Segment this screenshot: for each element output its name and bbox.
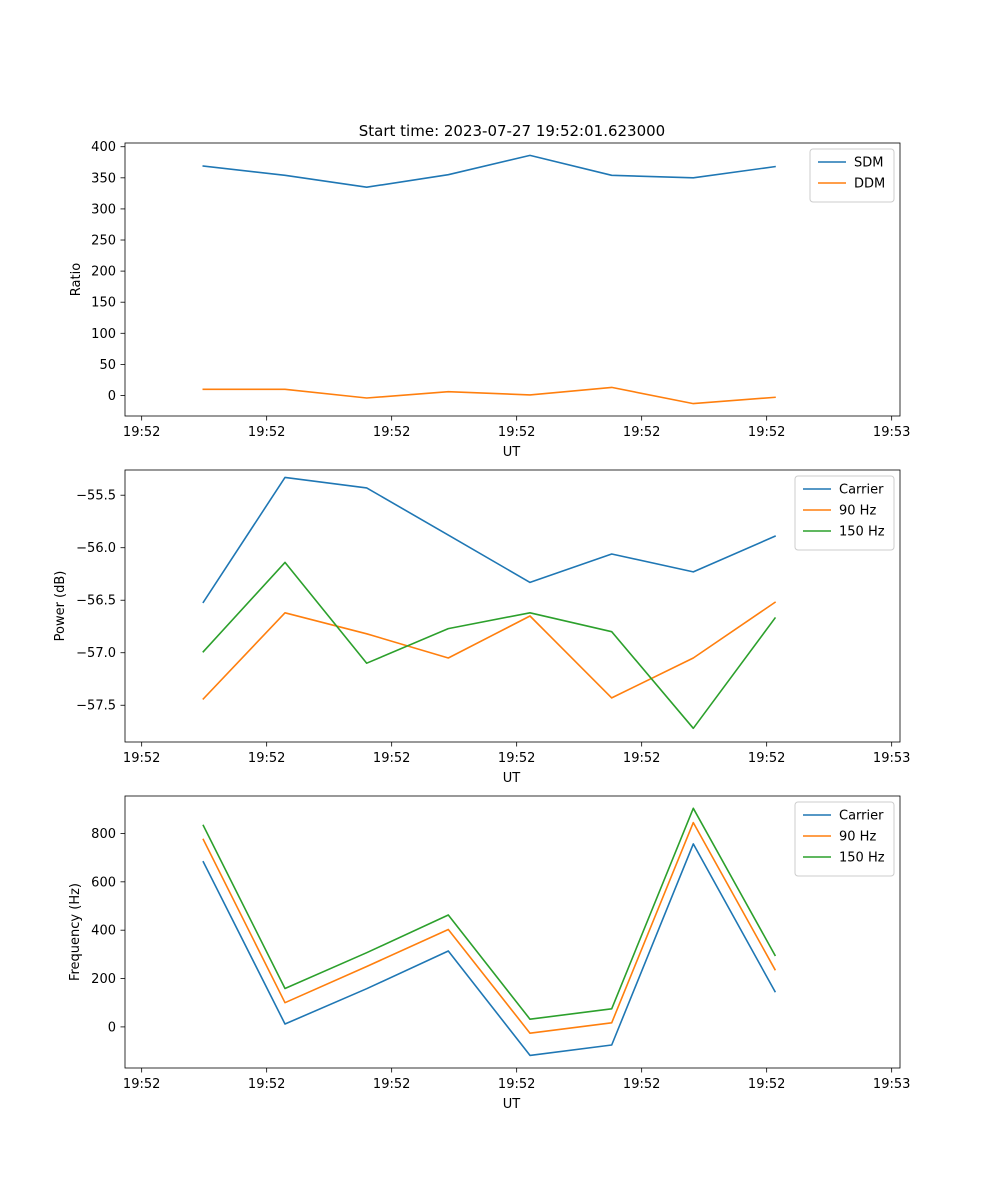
y-axis-label: Ratio (69, 263, 84, 296)
y-axis: −57.5 −57.0 −56.5 −56.0 −55.5 Power (dB) (53, 489, 125, 714)
x-axis-label: UT (503, 445, 521, 460)
axes-frame (124, 142, 901, 417)
legend-label: DDM (854, 177, 885, 192)
y-tick-label: −55.5 (76, 489, 116, 504)
y-axis-label: Frequency (Hz) (68, 883, 83, 981)
subplot-1: 19:52 19:52 19:52 19:52 19:52 19:52 19:53 UT 0 50… (69, 140, 910, 460)
subplot-3: 19:52 19:52 19:52 19:52 19:52 19:52 19:53 UT 0 20… (68, 795, 910, 1112)
x-tick-label: 19:52 (373, 751, 410, 766)
y-tick-label: 200 (91, 972, 116, 987)
legend-label: 90 Hz (839, 504, 876, 519)
y-tick-label: 0 (108, 389, 116, 404)
series-line-90-hz (202, 601, 777, 701)
legend-label: SDM (854, 156, 883, 171)
x-tick-label: 19:52 (123, 425, 160, 440)
legend: Carrier 90 Hz 150 Hz (794, 475, 895, 551)
y-tick-label: 350 (91, 171, 116, 186)
x-tick-label: 19:52 (373, 425, 410, 440)
series-lines (202, 476, 777, 730)
x-tick-label: 19:52 (498, 751, 535, 766)
x-tick-label: 19:53 (873, 751, 910, 766)
series-line-150-hz (202, 561, 777, 730)
y-tick-label: 250 (91, 234, 116, 249)
x-tick-label: 19:52 (748, 1077, 785, 1092)
x-tick-label: 19:52 (498, 1077, 535, 1092)
x-tick-label: 19:52 (748, 425, 785, 440)
x-axis: 19:52 19:52 19:52 19:52 19:52 19:52 19:53 UT (123, 742, 910, 786)
legend-label: Carrier (839, 483, 884, 498)
y-axis: 0 200 400 600 800 Frequency (Hz) (68, 827, 125, 1035)
legend-label: 150 Hz (839, 525, 885, 540)
y-axis: 0 50 100 150 200 250 300 350 400 Ratio (69, 140, 125, 404)
x-tick-label: 19:52 (623, 425, 660, 440)
y-tick-label: 0 (108, 1020, 116, 1035)
axes-frame (124, 469, 901, 743)
legend: SDM DDM (809, 148, 895, 203)
x-axis: 19:52 19:52 19:52 19:52 19:52 19:52 19:53 UT (123, 1068, 910, 1112)
y-tick-label: −57.5 (76, 699, 116, 714)
series-line-carrier (202, 843, 777, 1057)
y-tick-label: 400 (91, 140, 116, 155)
y-tick-label: −57.0 (76, 646, 116, 661)
subplots: 19:52 19:52 19:52 19:52 19:52 19:52 19:53 UT 0 50… (53, 140, 910, 1112)
y-tick-label: −56.0 (76, 541, 116, 556)
x-tick-label: 19:52 (498, 425, 535, 440)
subplot-2: 19:52 19:52 19:52 19:52 19:52 19:52 19:53 UT −57… (53, 469, 910, 786)
x-tick-label: 19:52 (248, 425, 285, 440)
y-tick-label: 800 (91, 827, 116, 842)
x-tick-label: 19:52 (748, 751, 785, 766)
x-tick-label: 19:53 (873, 425, 910, 440)
y-tick-label: 400 (91, 924, 116, 939)
legend-label: 90 Hz (839, 830, 876, 845)
x-tick-label: 19:52 (623, 751, 660, 766)
axes-frame (124, 795, 901, 1069)
y-tick-label: 300 (91, 202, 116, 217)
legend-label: Carrier (839, 809, 884, 824)
series-lines (202, 807, 777, 1057)
y-axis-label: Power (dB) (53, 571, 68, 642)
x-tick-label: 19:52 (248, 1077, 285, 1092)
x-axis-label: UT (503, 771, 521, 786)
y-tick-label: −56.5 (76, 594, 116, 609)
x-tick-label: 19:52 (123, 1077, 160, 1092)
y-tick-label: 100 (91, 327, 116, 342)
x-tick-label: 19:52 (123, 751, 160, 766)
x-tick-label: 19:52 (373, 1077, 410, 1092)
y-tick-label: 50 (99, 358, 116, 373)
series-lines (202, 154, 776, 405)
series-line-150-hz (202, 807, 777, 1021)
x-axis-label: UT (503, 1097, 521, 1112)
y-tick-label: 150 (91, 296, 116, 311)
legend: Carrier 90 Hz 150 Hz (794, 801, 895, 877)
series-line-ddm (202, 386, 776, 405)
series-line-carrier (202, 476, 777, 604)
x-axis: 19:52 19:52 19:52 19:52 19:52 19:52 19:53 UT (123, 416, 910, 460)
x-tick-label: 19:52 (248, 751, 285, 766)
series-line-sdm (202, 154, 776, 188)
figure-title: Start time: 2023-07-27 19:52:01.623000 (359, 122, 665, 140)
legend-label: 150 Hz (839, 851, 885, 866)
series-line-90-hz (202, 821, 777, 1034)
y-tick-label: 600 (91, 875, 116, 890)
x-tick-label: 19:52 (623, 1077, 660, 1092)
x-tick-label: 19:53 (873, 1077, 910, 1092)
y-tick-label: 200 (91, 265, 116, 280)
